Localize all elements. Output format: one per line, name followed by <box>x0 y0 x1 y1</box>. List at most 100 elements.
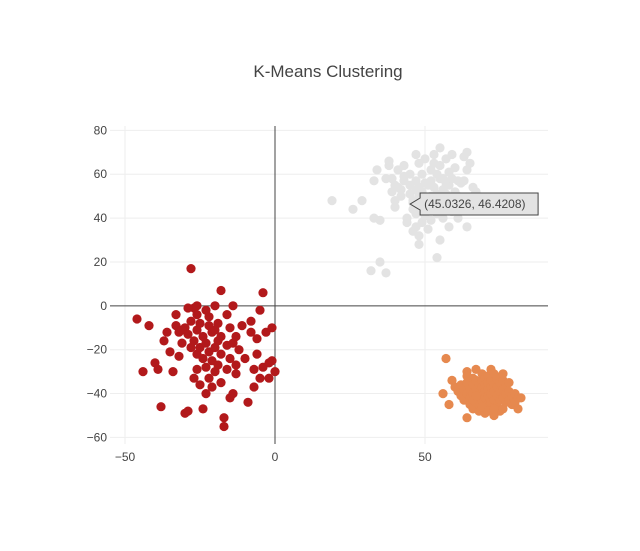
data-point[interactable] <box>372 165 382 175</box>
data-point[interactable] <box>171 310 181 320</box>
data-point[interactable] <box>216 285 226 296</box>
data-point[interactable] <box>252 334 262 344</box>
data-point[interactable] <box>447 149 457 160</box>
data-point[interactable] <box>420 154 430 164</box>
data-point[interactable] <box>240 353 250 364</box>
data-point[interactable] <box>177 338 187 348</box>
data-point[interactable] <box>159 336 169 346</box>
data-point[interactable] <box>225 353 235 364</box>
data-point[interactable] <box>426 215 436 225</box>
data-point[interactable] <box>471 391 481 401</box>
data-point[interactable] <box>462 413 472 423</box>
data-point[interactable] <box>444 399 454 410</box>
data-point[interactable] <box>453 213 463 223</box>
data-point[interactable] <box>249 364 259 374</box>
data-point[interactable] <box>462 371 472 381</box>
data-point[interactable] <box>198 404 208 414</box>
data-point[interactable] <box>255 305 265 315</box>
data-point[interactable] <box>183 406 193 416</box>
data-point[interactable] <box>165 347 175 357</box>
data-point[interactable] <box>186 316 196 326</box>
data-point[interactable] <box>210 325 220 335</box>
data-point[interactable] <box>435 235 445 245</box>
data-point[interactable] <box>195 318 205 328</box>
data-point[interactable] <box>267 356 277 366</box>
data-point[interactable] <box>246 316 256 326</box>
data-point[interactable] <box>201 389 211 399</box>
data-point[interactable] <box>516 393 526 403</box>
data-point[interactable] <box>504 378 514 388</box>
data-point[interactable] <box>366 266 376 276</box>
data-point[interactable] <box>414 239 424 249</box>
data-point[interactable] <box>195 380 205 390</box>
data-point[interactable] <box>231 360 241 370</box>
data-point[interactable] <box>462 222 472 232</box>
data-point[interactable] <box>489 404 499 414</box>
data-point[interactable] <box>381 268 391 278</box>
data-point[interactable] <box>189 336 199 346</box>
data-point[interactable] <box>402 217 412 228</box>
data-point[interactable] <box>357 196 367 206</box>
data-point[interactable] <box>375 215 385 225</box>
data-point[interactable] <box>192 364 202 374</box>
data-point[interactable] <box>270 367 280 377</box>
data-point[interactable] <box>207 382 217 392</box>
data-point[interactable] <box>192 310 202 320</box>
data-point[interactable] <box>423 224 433 234</box>
data-point[interactable] <box>216 331 226 342</box>
data-point[interactable] <box>216 349 226 359</box>
data-point[interactable] <box>327 196 337 206</box>
data-point[interactable] <box>174 351 184 361</box>
data-point[interactable] <box>231 369 241 379</box>
data-point[interactable] <box>444 222 454 232</box>
data-point[interactable] <box>435 160 445 171</box>
data-point[interactable] <box>153 364 163 374</box>
data-point[interactable] <box>204 312 214 322</box>
data-point[interactable] <box>405 169 415 179</box>
data-point[interactable] <box>189 373 199 383</box>
data-point[interactable] <box>243 397 253 407</box>
data-point[interactable] <box>249 382 259 392</box>
data-point[interactable] <box>186 264 196 274</box>
data-point[interactable] <box>396 191 406 201</box>
data-point[interactable] <box>255 373 265 383</box>
data-point[interactable] <box>450 163 460 173</box>
data-point[interactable] <box>237 321 247 331</box>
data-point[interactable] <box>459 176 469 186</box>
data-point[interactable] <box>435 143 445 153</box>
data-point[interactable] <box>183 303 193 313</box>
data-point[interactable] <box>222 310 232 320</box>
data-point[interactable] <box>375 257 385 267</box>
data-points[interactable] <box>132 143 526 432</box>
data-point[interactable] <box>246 327 256 337</box>
data-point[interactable] <box>465 158 475 168</box>
data-point[interactable] <box>429 149 439 160</box>
data-point[interactable] <box>138 367 148 377</box>
data-point[interactable] <box>222 364 232 374</box>
data-point[interactable] <box>162 327 172 337</box>
data-point[interactable] <box>192 301 202 311</box>
data-point[interactable] <box>441 353 451 364</box>
data-point[interactable] <box>201 362 211 372</box>
data-point[interactable] <box>198 353 208 364</box>
data-point[interactable] <box>438 389 448 399</box>
data-point[interactable] <box>384 156 394 166</box>
data-point[interactable] <box>228 389 238 399</box>
data-point[interactable] <box>267 323 277 333</box>
data-point[interactable] <box>417 169 427 179</box>
data-point[interactable] <box>438 213 448 223</box>
data-point[interactable] <box>411 149 421 160</box>
data-point[interactable] <box>513 404 523 414</box>
data-point[interactable] <box>231 331 241 342</box>
data-point[interactable] <box>204 373 214 383</box>
data-point[interactable] <box>216 378 226 388</box>
data-point[interactable] <box>156 402 166 412</box>
data-point[interactable] <box>213 360 223 370</box>
data-point[interactable] <box>432 253 442 263</box>
data-point[interactable] <box>201 338 211 348</box>
data-point[interactable] <box>264 373 274 383</box>
data-point[interactable] <box>411 209 421 219</box>
data-point[interactable] <box>399 160 409 171</box>
data-point[interactable] <box>168 367 178 377</box>
data-point[interactable] <box>258 288 268 298</box>
